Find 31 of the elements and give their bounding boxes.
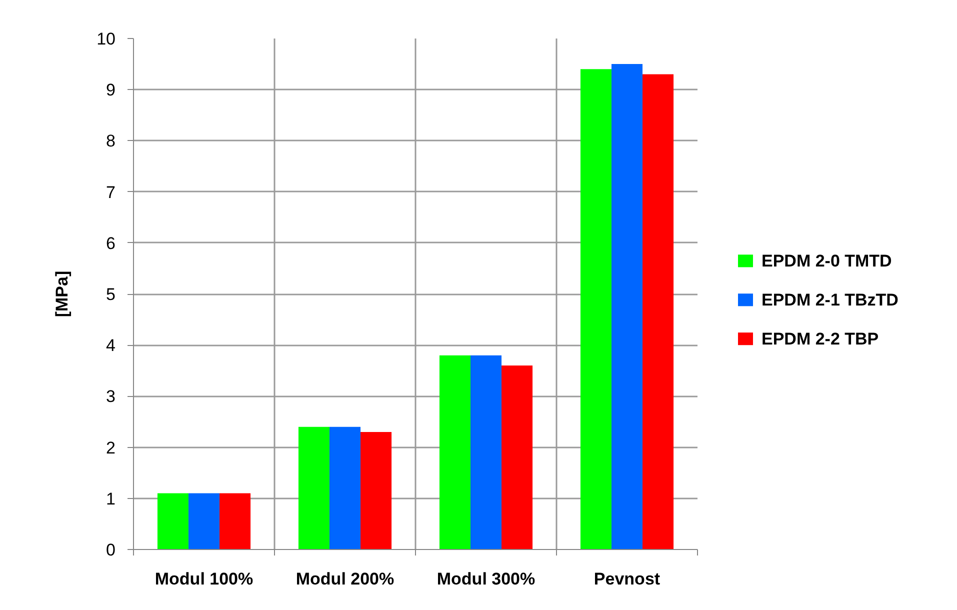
y-tick-label: 10 bbox=[96, 30, 116, 48]
bar bbox=[188, 493, 220, 550]
y-tick-label: 1 bbox=[106, 489, 116, 508]
x-tick-label: Pevnost bbox=[594, 570, 660, 588]
legend-label: EPDM 2-2 TBP bbox=[762, 329, 879, 348]
y-tick-label: 8 bbox=[106, 132, 116, 151]
bar bbox=[220, 493, 251, 550]
bar bbox=[580, 69, 612, 550]
x-tick-label: Modul 100% bbox=[154, 570, 254, 588]
y-tick-label: 3 bbox=[106, 387, 116, 406]
bar bbox=[439, 355, 470, 550]
y-tick-label: 0 bbox=[106, 540, 116, 560]
bar bbox=[360, 432, 392, 550]
y-axis-title: [MPa] bbox=[52, 270, 72, 318]
bar bbox=[329, 426, 361, 550]
bar bbox=[611, 64, 643, 550]
y-tick-label: 6 bbox=[106, 234, 116, 253]
legend-label: EPDM 2-0 TMTD bbox=[762, 251, 892, 270]
y-tick-label: 5 bbox=[106, 285, 116, 304]
x-tick-label: Modul 300% bbox=[436, 570, 536, 588]
bar bbox=[502, 366, 533, 550]
legend-label: EPDM 2-1 TBzTD bbox=[762, 290, 898, 310]
bar bbox=[298, 426, 330, 550]
y-tick-label: 2 bbox=[106, 438, 116, 458]
bar bbox=[642, 74, 674, 550]
y-tick-label: 9 bbox=[106, 80, 116, 100]
y-tick-label: 7 bbox=[106, 182, 116, 202]
x-tick-label: Modul 200% bbox=[296, 570, 394, 588]
bar bbox=[470, 355, 502, 550]
bar bbox=[157, 493, 188, 550]
y-tick-label: 4 bbox=[106, 336, 116, 356]
